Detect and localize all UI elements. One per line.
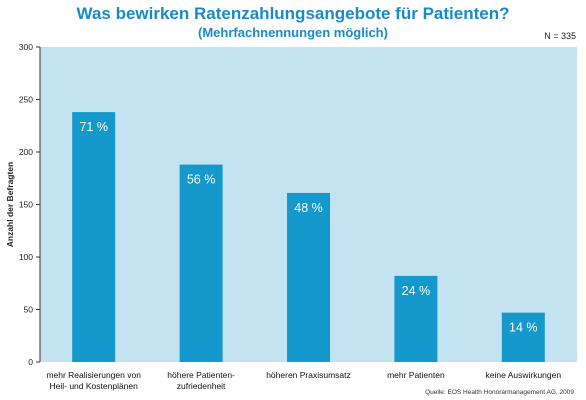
bar-data-label: 71 % [79, 120, 108, 134]
sample-size-note: N = 335 [544, 31, 576, 41]
bars: 71 % 56 % 48 % 24 % 14 % [72, 112, 545, 362]
y-tick-label: 200 [19, 147, 33, 157]
x-category-label: Heil- und Kostenplänen [50, 381, 139, 391]
x-category-label: mehr Realisierungen von [46, 370, 141, 380]
bar [394, 275, 438, 362]
x-category-label: mehr Patienten [387, 370, 445, 380]
y-tick-label: 150 [19, 200, 33, 210]
y-tick-label: 250 [19, 95, 33, 105]
y-tick-label: 300 [19, 42, 33, 52]
bar-data-label: 24 % [402, 284, 431, 298]
bar-data-label: 56 % [187, 173, 216, 187]
bar [287, 192, 330, 362]
y-axis: 0 50 100 150 200 250 300 [19, 42, 41, 367]
chart-title: Was bewirken Ratenzahlungsangebote für P… [76, 4, 510, 23]
source-note: Quelle: EOS Health Honorarmanagement AG,… [425, 389, 574, 396]
y-axis-label: Anzahl der Befragten [5, 162, 15, 248]
y-tick-label: 0 [28, 357, 33, 367]
bar [72, 112, 116, 362]
y-tick-label: 100 [19, 252, 33, 262]
bar [501, 312, 545, 362]
bar-data-label: 14 % [509, 321, 538, 335]
x-category-label: keine Auswirkungen [485, 370, 561, 380]
x-category-label: höhere Patienten- [167, 370, 235, 380]
y-tick-label: 50 [24, 305, 34, 315]
chart-subtitle: (Mehrfachnennungen möglich) [198, 25, 388, 40]
bar-data-label: 48 % [294, 201, 323, 215]
x-category-label: höheren Praxisumsatz [266, 370, 351, 380]
x-category-label: zufriedenheit [177, 381, 226, 391]
bar [179, 164, 223, 362]
